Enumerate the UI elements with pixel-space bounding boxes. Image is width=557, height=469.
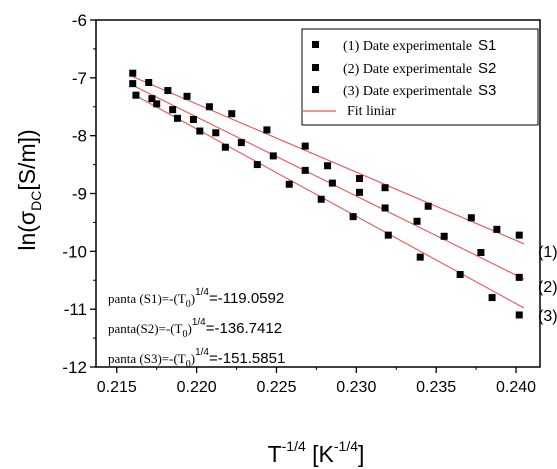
- data-point-s1: [164, 87, 172, 95]
- data-point-s3: [132, 91, 140, 99]
- data-point-s2: [477, 248, 485, 256]
- data-point-s2: [413, 217, 421, 225]
- x-axis-label-main: T: [268, 441, 282, 467]
- legend: (1) Date experimentale S1 (2) Date experi…: [301, 28, 539, 126]
- data-markers: [129, 69, 523, 319]
- fit-line-s3: [132, 93, 525, 309]
- data-point-s3: [153, 100, 161, 108]
- x-axis-label-end: ]: [358, 441, 364, 467]
- data-point-s1: [381, 184, 389, 192]
- y-tick-label: -11: [64, 300, 87, 319]
- x-axis-label-sup1: -1/4: [282, 438, 306, 454]
- data-point-s3: [349, 213, 357, 221]
- legend-label-s2: (2) Date experimentale S2: [343, 60, 496, 77]
- y-tick-label: -7: [72, 69, 87, 88]
- data-point-s2: [356, 188, 364, 196]
- y-tick-label: -9: [72, 185, 87, 204]
- fit-line-s1: [132, 76, 525, 245]
- legend-label-s3: (3) Date experimentale S3: [343, 82, 496, 99]
- fit-line-s2: [132, 84, 525, 280]
- data-point-s2: [301, 166, 309, 174]
- data-point-s3: [384, 231, 392, 239]
- series-end-label-s1: (1): [538, 244, 557, 261]
- legend-box: [301, 28, 539, 126]
- data-point-s3: [456, 270, 464, 278]
- data-point-s3: [416, 253, 424, 261]
- annotation-s2: panta(S2)=-(T0)1/4=-136.7412: [108, 317, 282, 340]
- data-point-s3: [196, 127, 204, 135]
- data-point-s3: [173, 114, 181, 122]
- y-tick-label: -12: [62, 358, 87, 377]
- x-axis-label: T-1/4 [K-1/4]: [268, 438, 365, 467]
- data-point-s2: [328, 179, 336, 187]
- y-tick-label: -10: [62, 242, 87, 261]
- data-point-s1: [324, 162, 332, 170]
- data-point-s3: [221, 143, 229, 151]
- x-tick-label: 0.235: [416, 379, 456, 396]
- series-end-label-s2: (2): [538, 279, 557, 296]
- data-point-s1: [145, 78, 153, 86]
- data-point-s2: [169, 106, 177, 114]
- legend-marker-s2: [312, 64, 319, 71]
- data-point-s1: [424, 202, 432, 210]
- y-axis-label-main: ln(σ: [14, 211, 40, 251]
- y-axis-label-end: [S/m]): [14, 129, 40, 190]
- x-axis-label-sup2: -1/4: [334, 438, 358, 454]
- data-point-s1: [263, 126, 271, 134]
- data-point-s3: [285, 180, 293, 188]
- data-point-s3: [317, 195, 325, 203]
- x-tick-label: 0.215: [97, 379, 137, 396]
- data-point-s1: [356, 174, 364, 182]
- series-end-labels: (1) (2) (3): [538, 244, 557, 325]
- y-tick-label: -8: [72, 127, 87, 146]
- data-point-s2: [237, 139, 245, 147]
- data-point-s2: [129, 80, 137, 88]
- x-tick-label: 0.225: [256, 379, 296, 396]
- y-axis-label-sub: DC: [28, 191, 44, 211]
- data-point-s2: [381, 204, 389, 212]
- x-axis-label-mid: [K: [306, 441, 335, 467]
- axis-ticks: 0.215 0.220 0.225 0.230 0.235 0.240 -6 -7 -8 -9 -1…: [62, 11, 536, 396]
- data-point-s1: [183, 92, 191, 100]
- data-point-s1: [493, 225, 501, 233]
- data-point-s1: [228, 110, 236, 118]
- annotation-s1: panta (S1)=-(T0)1/4=-119.0592: [108, 287, 284, 310]
- data-point-s1: [205, 103, 213, 111]
- data-point-s1: [467, 214, 475, 222]
- data-point-s2: [148, 95, 156, 103]
- data-point-s2: [440, 232, 448, 240]
- y-axis-label: ln(σDC[S/m]): [14, 129, 44, 250]
- data-point-s2: [212, 129, 220, 137]
- y-tick-label: -6: [72, 11, 87, 30]
- data-point-s1: [129, 69, 137, 77]
- data-point-s2: [269, 152, 277, 160]
- x-tick-label: 0.220: [177, 379, 217, 396]
- data-point-s1: [301, 142, 309, 150]
- legend-label-fit: Fit liniar: [347, 104, 396, 119]
- data-point-s3: [488, 294, 496, 302]
- data-point-s2: [189, 115, 197, 123]
- data-point-s3: [515, 311, 523, 319]
- series-end-label-s3: (3): [538, 308, 557, 325]
- legend-marker-s1: [312, 41, 319, 48]
- legend-marker-s3: [312, 86, 319, 93]
- legend-label-s1: (1) Date experimentale S1: [343, 37, 496, 54]
- data-point-s2: [515, 273, 523, 281]
- annotation-s3: panta (S3)=-(T0)1/4=-151.5851: [108, 347, 285, 370]
- data-point-s1: [515, 231, 523, 239]
- x-tick-label: 0.240: [496, 379, 536, 396]
- data-point-s3: [253, 161, 261, 169]
- x-tick-label: 0.230: [336, 379, 376, 396]
